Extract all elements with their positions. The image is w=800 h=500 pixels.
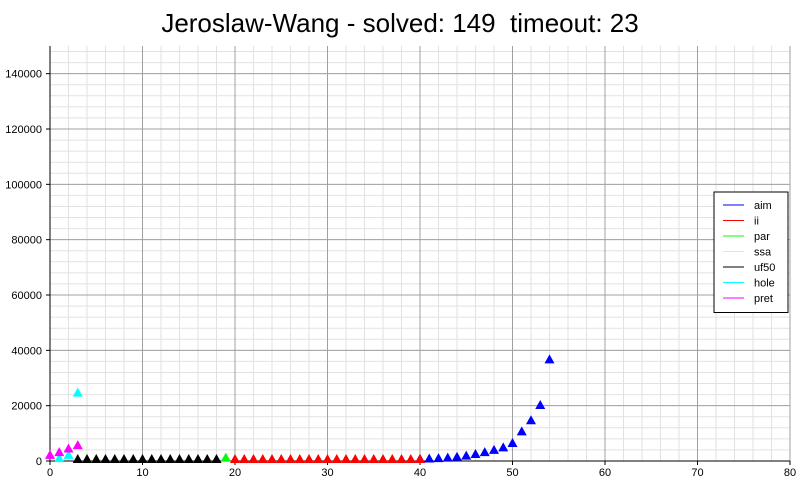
- data-point-uf50: [100, 454, 111, 463]
- data-point-uf50: [109, 454, 120, 463]
- data-point-aim: [489, 444, 499, 454]
- data-point-ii: [359, 454, 370, 463]
- data-point-aim: [535, 400, 546, 410]
- data-point-ii: [331, 454, 342, 463]
- legend-label-pret: pret: [754, 293, 773, 305]
- data-point-ii: [248, 454, 259, 463]
- data-point-ii: [267, 454, 277, 463]
- data-point-hole: [63, 449, 74, 459]
- data-point-aim: [461, 450, 472, 460]
- y-tick-label: 40000: [11, 345, 42, 357]
- legend-label-hole: hole: [754, 278, 775, 290]
- data-point-aim: [433, 453, 444, 463]
- x-tick-label: 80: [784, 467, 796, 479]
- data-point-aim: [526, 415, 536, 425]
- legend-box: [713, 191, 789, 313]
- tick-labels: 0 10 20 30 40 50 60 70 80 0 20000 40000 60000 80000 10…: [5, 69, 796, 479]
- legend: aim ii par ssa uf50 hole pret: [713, 191, 789, 313]
- data-point-aim: [544, 354, 555, 364]
- data-point-aim: [498, 442, 509, 452]
- y-tick-label: 140000: [5, 69, 42, 81]
- data-point-uf50: [165, 454, 176, 463]
- data-point-ii: [405, 454, 416, 463]
- y-tick-label: 20000: [11, 401, 42, 413]
- data-point-pret: [72, 440, 83, 450]
- legend-label-ii: ii: [754, 216, 759, 228]
- data-point-ii: [304, 454, 314, 463]
- x-tick-label: 70: [691, 467, 703, 479]
- data-point-uf50: [82, 454, 92, 463]
- legend-label-aim: aim: [754, 200, 772, 212]
- legend-label-par: par: [754, 231, 770, 243]
- x-tick-label: 20: [229, 467, 241, 479]
- data-point-uf50: [211, 454, 222, 463]
- data-point-ii: [396, 454, 407, 463]
- data-point-uf50: [174, 454, 185, 463]
- data-point-hole: [54, 453, 65, 463]
- data-point-uf50: [156, 454, 166, 463]
- data-point-pret: [63, 443, 74, 453]
- data-point-ii: [257, 454, 268, 463]
- data-point-ii: [322, 454, 333, 463]
- data-point-uf50: [202, 454, 213, 463]
- data-point-ii: [387, 454, 398, 463]
- y-tick-label: 0: [36, 456, 42, 468]
- data-point-aim: [424, 453, 435, 463]
- x-tick-label: 10: [136, 467, 148, 479]
- data-point-uf50: [128, 454, 139, 463]
- legend-label-uf50: uf50: [754, 262, 775, 274]
- data-point-uf50: [72, 454, 83, 463]
- minor-grid: [49, 46, 791, 462]
- data-point-ii: [285, 454, 296, 463]
- data-point-aim: [442, 452, 453, 462]
- data-point-par: [220, 452, 231, 462]
- data-point-aim: [479, 447, 490, 457]
- data-point-ii: [341, 454, 351, 463]
- x-tick-label: 30: [321, 467, 333, 479]
- x-tick-label: 40: [414, 467, 426, 479]
- data-point-pret: [54, 447, 65, 457]
- data-point-ii: [276, 454, 287, 463]
- y-tick-label: 120000: [5, 124, 42, 136]
- chart-title: Jeroslaw-Wang - solved: 149 timeout: 23: [161, 8, 639, 38]
- data-point-ii: [230, 454, 240, 463]
- data-point-ii: [415, 454, 425, 463]
- y-tick-label: 100000: [5, 179, 42, 191]
- data-point-uf50: [193, 454, 203, 463]
- data-point-aim: [507, 437, 518, 447]
- y-tick-label: 80000: [11, 235, 42, 247]
- y-tick-label: 60000: [11, 290, 42, 302]
- data-point-pret: [45, 449, 55, 459]
- data-point-ii: [368, 454, 379, 463]
- data-point-ii: [350, 454, 361, 463]
- data-point-hole: [72, 387, 83, 397]
- data-point-ii: [378, 454, 388, 463]
- data-point-uf50: [146, 454, 157, 463]
- data-point-uf50: [137, 454, 148, 463]
- data-point-uf50: [91, 454, 102, 463]
- x-tick-label: 60: [599, 467, 611, 479]
- data-point-ii: [313, 454, 324, 463]
- data-point-aim: [452, 451, 462, 461]
- data-points: [45, 354, 555, 463]
- data-point-uf50: [119, 454, 129, 463]
- data-point-uf50: [183, 454, 194, 463]
- data-point-aim: [516, 426, 527, 436]
- x-tick-label: 50: [506, 467, 518, 479]
- data-point-aim: [470, 449, 481, 459]
- data-point-ii: [239, 454, 250, 463]
- legend-label-ssa: ssa: [754, 247, 772, 259]
- x-tick-label: 0: [47, 467, 53, 479]
- data-point-ii: [294, 454, 305, 463]
